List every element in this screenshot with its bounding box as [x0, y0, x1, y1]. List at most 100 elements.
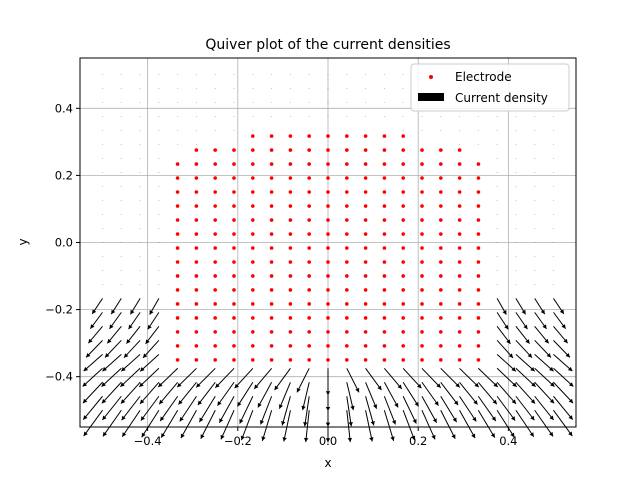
- current-arrowhead: [124, 353, 129, 358]
- x-axis-label: x: [324, 456, 331, 470]
- current-arrow: [257, 382, 273, 408]
- current-arrowhead: [88, 338, 93, 344]
- current-arrow: [477, 381, 498, 405]
- x-axis-ticks: −0.4 −0.2 0.0 0.2 0.4: [134, 427, 518, 448]
- current-arrowhead: [452, 417, 457, 423]
- electrode-point: [382, 246, 387, 250]
- electrode-point: [401, 302, 406, 306]
- current-arrow: [139, 381, 160, 405]
- current-arrow: [120, 367, 141, 388]
- electrode-point: [345, 344, 349, 348]
- current-arrowhead: [145, 339, 150, 344]
- electrode-point: [213, 316, 217, 320]
- electrode-point: [420, 218, 424, 222]
- electrode-point: [401, 288, 406, 292]
- electrode-points: [175, 134, 481, 362]
- current-arrow: [534, 395, 555, 421]
- current-arrow: [496, 409, 515, 438]
- electrode-point: [345, 358, 349, 362]
- current-arrowhead: [160, 416, 165, 422]
- current-arrow: [179, 395, 197, 422]
- electrode-point: [363, 204, 368, 208]
- x-tick-label: 0.0: [319, 434, 337, 448]
- electrode-point: [194, 190, 199, 194]
- electrode-point: [457, 330, 462, 334]
- current-arrow: [304, 396, 310, 427]
- current-arrow: [421, 396, 438, 424]
- y-axis-ticks: −0.4 −0.2 0.0 0.2 0.4: [45, 101, 80, 384]
- electrode-point: [269, 218, 274, 222]
- electrode-point: [250, 302, 255, 306]
- current-arrowhead: [82, 398, 88, 404]
- x-tick-label: 0.2: [409, 434, 427, 448]
- current-arrowhead: [411, 435, 416, 441]
- current-arrow: [515, 409, 535, 438]
- current-arrowhead: [82, 382, 88, 387]
- electrode-point: [175, 232, 180, 236]
- electrode-point: [269, 246, 274, 250]
- electrode-point: [288, 330, 293, 334]
- electrode-point: [457, 344, 462, 348]
- electrode-point: [476, 316, 481, 320]
- electrode-point: [175, 176, 180, 180]
- electrode-point: [194, 302, 199, 306]
- current-arrow: [496, 395, 516, 421]
- current-arrowhead: [259, 419, 265, 425]
- electrode-point: [326, 358, 330, 362]
- electrode-point: [363, 232, 368, 236]
- electrode-point: [307, 134, 311, 138]
- electrode-point: [269, 134, 274, 138]
- electrode-point: [326, 330, 330, 334]
- current-arrow: [402, 367, 422, 389]
- electrode-point: [345, 302, 349, 306]
- electrode-point: [401, 190, 406, 194]
- current-arrowhead: [549, 415, 554, 420]
- current-arrowhead: [544, 338, 549, 344]
- current-arrow: [121, 409, 141, 438]
- x-tick-label: −0.4: [134, 434, 162, 448]
- current-arrow: [496, 381, 517, 405]
- electrode-point: [457, 162, 462, 166]
- electrode-point: [288, 148, 293, 152]
- current-arrow: [260, 396, 273, 425]
- current-arrowhead: [521, 309, 526, 315]
- legend-current-label: Current density: [455, 91, 548, 105]
- current-arrowhead: [101, 382, 106, 387]
- current-arrowhead: [559, 309, 564, 314]
- electrode-point: [476, 358, 481, 362]
- current-arrowhead: [239, 419, 244, 424]
- current-arrowhead: [394, 402, 399, 408]
- electrode-point: [457, 316, 462, 320]
- electrode-point: [307, 316, 311, 320]
- current-arrowhead: [109, 324, 114, 329]
- electrode-point: [382, 260, 387, 264]
- electrode-point: [307, 330, 311, 334]
- current-arrowhead: [471, 433, 476, 439]
- electrode-point: [269, 190, 274, 194]
- electrode-point: [401, 358, 406, 362]
- current-arrow: [459, 395, 477, 422]
- electrode-point: [288, 176, 293, 180]
- electrode-point: [250, 148, 255, 152]
- electrode-point: [288, 344, 293, 348]
- electrode-point: [269, 288, 274, 292]
- current-arrowhead: [140, 416, 145, 421]
- current-arrowhead: [355, 387, 360, 393]
- electrode-point: [420, 246, 424, 250]
- electrode-point: [363, 148, 368, 152]
- electrode-point: [476, 344, 481, 348]
- current-arrow: [534, 409, 554, 437]
- current-arrowhead: [159, 399, 164, 405]
- electrode-point: [250, 260, 255, 264]
- electrode-point: [232, 204, 236, 208]
- current-arrow: [553, 367, 574, 387]
- current-arrow: [101, 381, 122, 404]
- electrode-point: [194, 260, 199, 264]
- current-arrowhead: [140, 367, 145, 372]
- electrode-point: [363, 190, 368, 194]
- electrode-point: [250, 176, 255, 180]
- electrode-point: [326, 134, 330, 138]
- electrode-point: [175, 302, 180, 306]
- current-arrowhead: [567, 366, 573, 372]
- electrode-point: [288, 218, 293, 222]
